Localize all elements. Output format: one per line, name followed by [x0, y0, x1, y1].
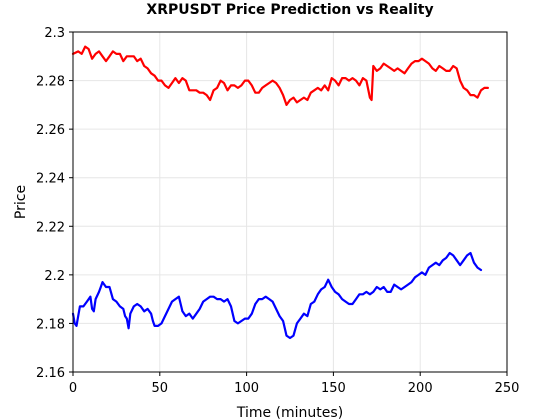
chart-title: XRPUSDT Price Prediction vs Reality — [146, 2, 433, 18]
y-tick-label: 2.24 — [36, 172, 65, 187]
y-tick-label: 2.16 — [36, 366, 65, 381]
y-tick-label: 2.2 — [44, 269, 65, 284]
x-tick-label: 150 — [321, 381, 346, 396]
grid-lines — [72, 31, 508, 373]
y-tick-label: 2.3 — [44, 26, 65, 41]
series-lines — [71, 45, 489, 340]
y-tick-label: 2.18 — [36, 317, 65, 332]
x-tick-label: 50 — [152, 381, 169, 396]
x-tick-label: 250 — [495, 381, 520, 396]
x-axis-label: Time (minutes) — [236, 405, 343, 420]
x-tick-label: 0 — [69, 381, 77, 396]
series-line-2 — [71, 251, 483, 340]
y-tick-label: 2.22 — [36, 220, 65, 235]
y-tick-label: 2.28 — [36, 75, 65, 90]
y-axis-label: Price — [13, 185, 29, 219]
x-tick-label: 200 — [408, 381, 433, 396]
x-tick-label: 100 — [234, 381, 259, 396]
plot-frame — [72, 31, 508, 373]
series-line-1 — [71, 45, 489, 107]
y-tick-label: 2.26 — [36, 123, 65, 138]
axis-ticks: 0 50 100 150 200 250 2.16 2.18 2.2 2.22 2.24 2.26 2.… — [36, 26, 519, 396]
